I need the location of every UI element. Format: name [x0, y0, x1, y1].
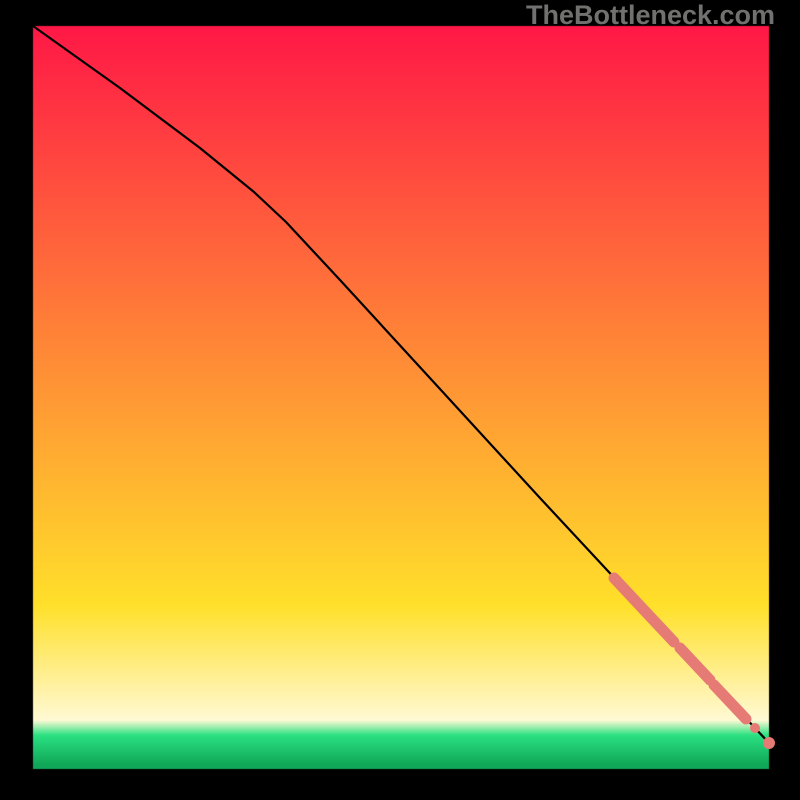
- attribution-watermark: TheBottleneck.com: [526, 0, 775, 31]
- heat-gradient-background: [0, 0, 800, 800]
- chart-stage: TheBottleneck.com: [0, 0, 800, 800]
